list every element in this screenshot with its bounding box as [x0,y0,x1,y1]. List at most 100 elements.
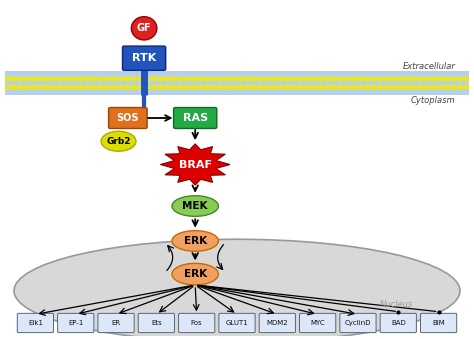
Circle shape [257,85,263,89]
Circle shape [178,77,183,81]
Circle shape [278,85,283,89]
FancyBboxPatch shape [219,313,255,333]
Circle shape [31,85,36,89]
Circle shape [324,77,330,81]
Circle shape [291,85,296,89]
Text: Elk1: Elk1 [28,320,43,326]
Circle shape [111,77,117,81]
Circle shape [24,85,30,89]
Circle shape [218,77,223,81]
Circle shape [264,77,270,81]
Circle shape [391,85,396,89]
Circle shape [118,77,123,81]
Circle shape [171,85,176,89]
Text: ERK: ERK [183,269,207,279]
Circle shape [298,85,303,89]
Text: GF: GF [137,23,151,33]
Circle shape [137,77,143,81]
Circle shape [424,77,430,81]
Circle shape [371,77,376,81]
Circle shape [111,85,117,89]
Text: BRAF: BRAF [179,160,212,170]
Circle shape [64,77,70,81]
Ellipse shape [172,231,219,251]
Circle shape [391,77,396,81]
Circle shape [51,85,56,89]
Circle shape [18,77,23,81]
Circle shape [104,77,110,81]
Ellipse shape [172,263,219,285]
Circle shape [37,85,43,89]
Circle shape [444,77,450,81]
Ellipse shape [101,131,136,151]
Text: Grb2: Grb2 [106,137,131,146]
Circle shape [178,85,183,89]
Circle shape [4,85,10,89]
Circle shape [11,85,17,89]
Polygon shape [160,144,230,185]
Circle shape [318,85,323,89]
Circle shape [211,85,217,89]
Circle shape [311,85,317,89]
Circle shape [431,85,437,89]
Circle shape [118,85,123,89]
Circle shape [357,77,363,81]
Circle shape [264,85,270,89]
Circle shape [24,77,30,81]
FancyBboxPatch shape [259,313,295,333]
FancyBboxPatch shape [173,107,217,128]
Circle shape [257,77,263,81]
Circle shape [384,77,390,81]
Circle shape [104,85,110,89]
Circle shape [344,77,350,81]
Circle shape [371,85,376,89]
Circle shape [211,77,217,81]
Circle shape [344,85,350,89]
FancyBboxPatch shape [380,313,416,333]
Circle shape [84,85,90,89]
FancyBboxPatch shape [122,46,166,70]
Text: MYC: MYC [310,320,325,326]
Circle shape [184,85,190,89]
FancyBboxPatch shape [340,313,376,333]
Circle shape [91,77,97,81]
Circle shape [31,77,36,81]
Circle shape [377,77,383,81]
Circle shape [164,85,170,89]
FancyBboxPatch shape [109,107,147,128]
Text: RAS: RAS [182,113,208,123]
Circle shape [98,77,103,81]
Circle shape [244,77,250,81]
Circle shape [91,85,97,89]
Circle shape [237,77,243,81]
Circle shape [171,77,176,81]
Circle shape [331,85,337,89]
Circle shape [157,85,163,89]
Circle shape [278,77,283,81]
Circle shape [144,77,150,81]
Circle shape [251,77,256,81]
Circle shape [271,85,276,89]
Text: ER: ER [111,320,120,326]
Circle shape [224,77,230,81]
Text: SOS: SOS [117,113,139,123]
Ellipse shape [131,17,157,40]
Circle shape [331,77,337,81]
Circle shape [418,77,423,81]
Circle shape [204,77,210,81]
Circle shape [78,77,83,81]
Circle shape [37,77,43,81]
Text: Nucleus: Nucleus [380,300,413,308]
Text: Ets: Ets [151,320,162,326]
Circle shape [351,85,356,89]
Circle shape [357,85,363,89]
FancyBboxPatch shape [98,313,134,333]
Text: BIM: BIM [432,320,445,326]
Circle shape [271,77,276,81]
Circle shape [384,85,390,89]
Circle shape [151,85,156,89]
Circle shape [291,77,296,81]
Circle shape [304,85,310,89]
Text: RTK: RTK [132,53,156,63]
Text: BAD: BAD [391,320,406,326]
